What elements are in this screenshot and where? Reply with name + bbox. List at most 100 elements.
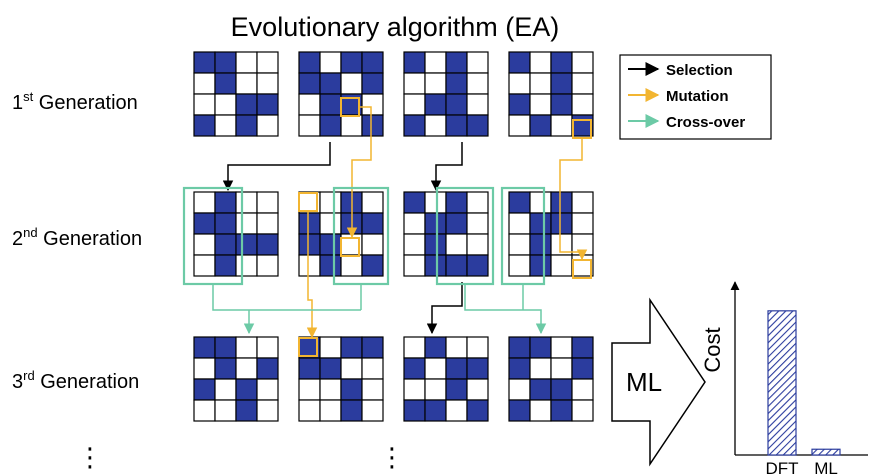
grid-cell — [403, 72, 426, 95]
population-grid — [298, 51, 384, 137]
population-grid — [403, 336, 489, 422]
grid-cell — [466, 212, 489, 235]
grid-cell — [298, 357, 321, 380]
grid-cell — [529, 191, 552, 214]
grid-cell — [361, 254, 384, 277]
grid-cell — [193, 336, 216, 359]
grid-cell — [193, 72, 216, 95]
grid-cell — [298, 254, 321, 277]
grid-cell — [235, 254, 258, 277]
grid-cell — [445, 93, 468, 116]
grid-cell — [424, 191, 447, 214]
grid-cell — [193, 378, 216, 401]
grid-cell — [550, 93, 573, 116]
generation-number: 2 — [12, 228, 23, 250]
grid-cell — [571, 93, 594, 116]
generation-label-2: 2nd Generation — [12, 225, 142, 250]
legend-selection-label: Selection — [666, 62, 733, 79]
population-grid — [193, 191, 279, 277]
grid-cell — [571, 399, 594, 422]
grid-cell — [214, 378, 237, 401]
grid-cell — [424, 93, 447, 116]
grid-cell — [529, 72, 552, 95]
grid-cell — [403, 191, 426, 214]
grid-cell — [256, 378, 279, 401]
grid-cell — [445, 378, 468, 401]
grid-cell — [256, 336, 279, 359]
grid-cell — [508, 399, 531, 422]
grid-cell — [550, 378, 573, 401]
grid-cell — [508, 114, 531, 137]
grid-cell — [403, 336, 426, 359]
mutation-arrow — [559, 138, 588, 261]
grid-cell — [445, 212, 468, 235]
legend-mutation-label: Mutation — [666, 88, 728, 105]
grid-cell — [256, 114, 279, 137]
grid-cell — [466, 191, 489, 214]
grid-cell — [529, 212, 552, 235]
chart-y-label: Cost — [700, 327, 725, 372]
grid-cell — [256, 399, 279, 422]
grid-cell — [361, 114, 384, 137]
grid-cell — [529, 51, 552, 74]
grid-cell — [550, 191, 573, 214]
grid-cell — [340, 336, 363, 359]
grid-cell — [466, 399, 489, 422]
population-grid — [193, 51, 279, 137]
grid-cell — [256, 51, 279, 74]
grid-cell — [298, 72, 321, 95]
grid-cell — [550, 51, 573, 74]
cost-bar-ml — [811, 448, 841, 456]
grid-cell — [340, 357, 363, 380]
grid-cell — [445, 336, 468, 359]
mutation-arrow — [306, 211, 318, 339]
crossover-arrow — [464, 284, 547, 335]
grid-cell — [445, 72, 468, 95]
grid-cell — [298, 51, 321, 74]
population-grid — [193, 336, 279, 422]
grid-cell — [235, 114, 258, 137]
grid-cell — [508, 378, 531, 401]
grid-cell — [214, 336, 237, 359]
grid-cell — [235, 336, 258, 359]
grid-cell — [403, 114, 426, 137]
grid-cell — [571, 336, 594, 359]
grid-cell — [319, 93, 342, 116]
grid-cell — [550, 254, 573, 277]
grid-cell — [298, 378, 321, 401]
grid-cell — [193, 191, 216, 214]
grid-cell — [214, 114, 237, 137]
population-grid — [298, 336, 384, 422]
grid-cell — [466, 254, 489, 277]
mutation-marks — [298, 97, 592, 357]
grid-cell — [235, 93, 258, 116]
grid-cell — [508, 254, 531, 277]
grid-cell — [361, 357, 384, 380]
grid-cell — [193, 114, 216, 137]
grid-cell — [508, 233, 531, 256]
grid-cell — [445, 399, 468, 422]
grid-cell — [235, 51, 258, 74]
grid-cell — [508, 357, 531, 380]
grid-cell — [319, 254, 342, 277]
grid-cell — [571, 114, 594, 137]
grid-cell — [319, 51, 342, 74]
category-label: DFT — [765, 459, 798, 476]
population-grid — [403, 191, 489, 277]
grid-cell — [424, 114, 447, 137]
population-grid — [508, 51, 594, 137]
grid-cell — [445, 51, 468, 74]
grid-cell — [529, 233, 552, 256]
grid-cell — [235, 399, 258, 422]
grid-cell — [298, 399, 321, 422]
grid-cell — [445, 254, 468, 277]
grid-cell — [529, 336, 552, 359]
cost-bar-dft — [767, 310, 797, 456]
population-grid — [508, 336, 594, 422]
grid-cell — [466, 336, 489, 359]
grid-cell — [466, 51, 489, 74]
grid-cell — [466, 93, 489, 116]
grid-cell — [235, 212, 258, 235]
grid-cell — [361, 93, 384, 116]
